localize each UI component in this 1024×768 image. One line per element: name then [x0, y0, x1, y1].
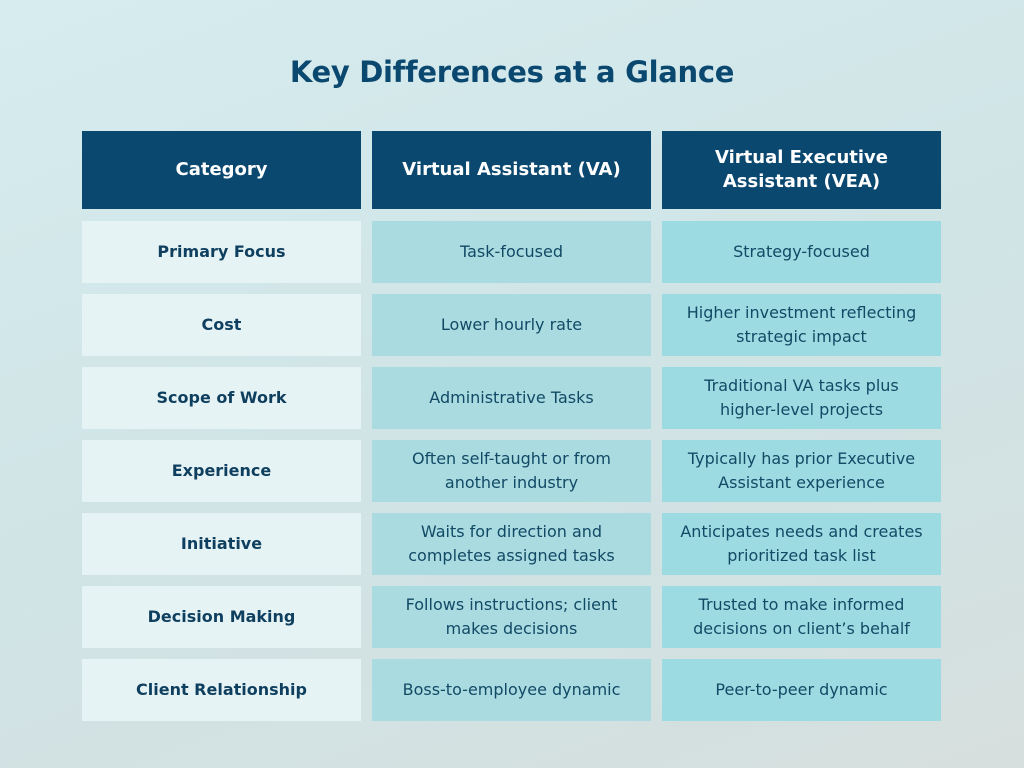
table-cell-vea: Anticipates needs and creates prioritize…	[662, 513, 941, 575]
table-cell-category: Decision Making	[82, 586, 361, 648]
table-cell-category: Primary Focus	[82, 221, 361, 283]
table-cell-va: Often self-taught or from another indust…	[372, 440, 651, 502]
table-cell-va: Task-focused	[372, 221, 651, 283]
table-cell-va: Lower hourly rate	[372, 294, 651, 356]
table-cell-category: Experience	[82, 440, 361, 502]
table-cell-vea: Trusted to make informed decisions on cl…	[662, 586, 941, 648]
table-cell-va: Administrative Tasks	[372, 367, 651, 429]
table-cell-va: Waits for direction and completes assign…	[372, 513, 651, 575]
table-cell-vea: Typically has prior Executive Assistant …	[662, 440, 941, 502]
table-cell-va: Boss-to-employee dynamic	[372, 659, 651, 721]
table-cell-vea: Peer-to-peer dynamic	[662, 659, 941, 721]
header-category: Category	[82, 131, 361, 209]
table-cell-category: Scope of Work	[82, 367, 361, 429]
table-cell-category: Client Relationship	[82, 659, 361, 721]
table-cell-vea: Strategy-focused	[662, 221, 941, 283]
table-cell-vea: Higher investment reflecting strategic i…	[662, 294, 941, 356]
table-cell-vea: Traditional VA tasks plus higher-level p…	[662, 367, 941, 429]
comparison-table: Category Virtual Assistant (VA) Virtual …	[82, 131, 941, 721]
page-title: Key Differences at a Glance	[289, 55, 735, 89]
table-cell-category: Initiative	[82, 513, 361, 575]
table-cell-va: Follows instructions; client makes decis…	[372, 586, 651, 648]
header-vea: Virtual Executive Assistant (VEA)	[662, 131, 941, 209]
header-va: Virtual Assistant (VA)	[372, 131, 651, 209]
table-cell-category: Cost	[82, 294, 361, 356]
